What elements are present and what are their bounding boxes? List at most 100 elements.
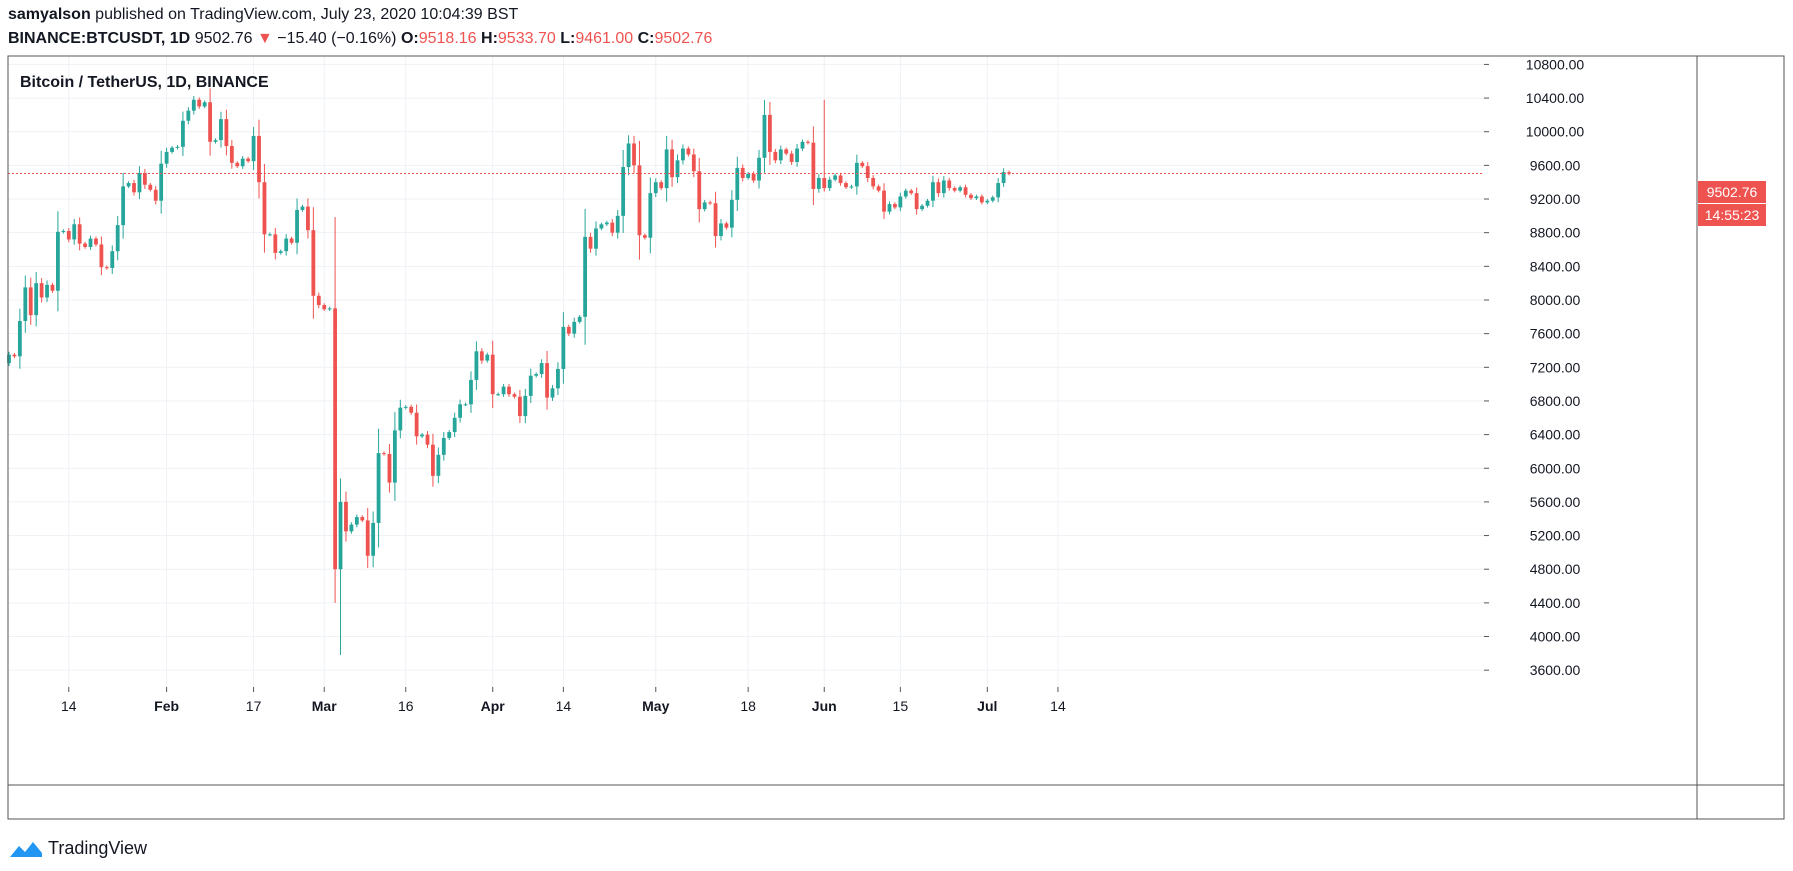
tradingview-brand[interactable]: TradingView: [8, 838, 147, 859]
candle-body: [757, 157, 761, 181]
candle-body: [181, 120, 185, 147]
price-axis[interactable]: 10800.00 10400.00 10000.00 9600.00 9200.00 88…: [1484, 56, 1584, 678]
candle-body: [23, 287, 28, 322]
candle-up: [61, 229, 66, 234]
candle-up: [371, 511, 376, 568]
candle-up: [376, 428, 381, 548]
candle-body: [338, 501, 343, 570]
candle-down: [952, 186, 957, 193]
candle-body: [806, 141, 810, 143]
candle-down: [882, 183, 886, 220]
candle-down: [257, 119, 261, 199]
candle-down: [947, 177, 952, 191]
candle-body: [686, 148, 691, 155]
candle-down: [740, 164, 745, 182]
candle-up: [278, 249, 283, 255]
candle-down: [262, 163, 267, 253]
candle-up: [115, 215, 120, 261]
candle-body: [398, 407, 403, 431]
candle-body: [577, 316, 582, 322]
candle-body: [278, 251, 283, 253]
candle-body: [719, 223, 723, 237]
candle-body: [561, 326, 566, 369]
candle-up: [583, 208, 588, 345]
candle-body: [34, 283, 39, 316]
candle-up: [17, 308, 22, 369]
candle-up: [219, 111, 223, 148]
candle-body: [969, 194, 973, 199]
candle-down: [893, 202, 897, 210]
candle-down: [50, 282, 55, 293]
price-tick-label: 7600.00: [1530, 326, 1581, 342]
candle-body: [740, 167, 745, 178]
candle-up: [849, 184, 854, 190]
candle-up: [34, 271, 39, 327]
candle-up: [985, 198, 990, 205]
candle-body: [615, 215, 620, 233]
candle-body: [996, 183, 1001, 198]
candle-body: [175, 146, 180, 148]
price-tick-label: 8800.00: [1530, 225, 1581, 241]
candle-down: [691, 148, 696, 178]
candle-down: [686, 146, 691, 157]
candle-down: [632, 135, 636, 174]
tradingview-logo-icon: [10, 841, 42, 857]
candle-body: [556, 368, 560, 389]
price-tick-label: 8400.00: [1530, 258, 1581, 274]
candle-body: [1007, 172, 1011, 174]
candle-down: [479, 348, 484, 364]
candle-up: [137, 166, 142, 200]
candle-up: [556, 362, 560, 396]
candle-body: [713, 203, 718, 237]
candle-body: [12, 354, 17, 357]
candle-body: [327, 308, 332, 310]
candle-body: [735, 167, 740, 200]
candle-body: [469, 379, 473, 405]
chart-border: [7, 55, 1785, 820]
candle-body: [751, 173, 756, 181]
candle-down: [148, 182, 153, 192]
candle-body: [61, 230, 66, 232]
candle-body: [191, 99, 196, 111]
candle-up: [653, 178, 658, 197]
candle-down: [844, 181, 848, 190]
candle-body: [642, 235, 647, 238]
candle-body: [762, 114, 767, 158]
candle-body: [604, 222, 609, 225]
candle-up: [523, 388, 528, 424]
price-tick-label: 10400.00: [1526, 90, 1585, 106]
candle-body: [936, 182, 941, 194]
candle-up: [898, 192, 903, 212]
candle-body: [104, 267, 109, 269]
candle-body: [447, 432, 452, 438]
candle-body: [697, 171, 702, 210]
candle-up: [675, 154, 680, 184]
candle-body: [979, 196, 984, 203]
candle-body: [382, 453, 386, 455]
candle-body: [566, 326, 571, 334]
candle-body: [240, 158, 245, 167]
candle-up: [648, 177, 653, 254]
publisher-name[interactable]: samyalson: [8, 6, 91, 23]
candle-up: [485, 352, 490, 363]
candle-down: [507, 383, 511, 397]
candle-body: [28, 287, 33, 316]
price-tick-label: 6400.00: [1530, 427, 1581, 443]
candle-up: [577, 315, 582, 324]
candle-body: [985, 200, 990, 203]
price-badge-text: 9502.76: [1707, 184, 1758, 200]
candle-up: [300, 204, 305, 212]
candle-body: [528, 375, 533, 396]
candle-up: [186, 107, 191, 125]
candle-down: [871, 175, 876, 190]
candle-body: [376, 453, 381, 523]
candle-down: [316, 292, 321, 309]
candle-body: [66, 230, 71, 240]
candle-up: [615, 209, 620, 239]
candle-up: [202, 100, 207, 109]
candle-down: [979, 194, 984, 205]
candle-down: [517, 389, 522, 423]
time-tick-label: Feb: [154, 698, 179, 714]
time-axis[interactable]: 14 Feb 17 Mar 16 Apr 14 May 18 Jun 15 Jul 14: [61, 687, 1066, 714]
